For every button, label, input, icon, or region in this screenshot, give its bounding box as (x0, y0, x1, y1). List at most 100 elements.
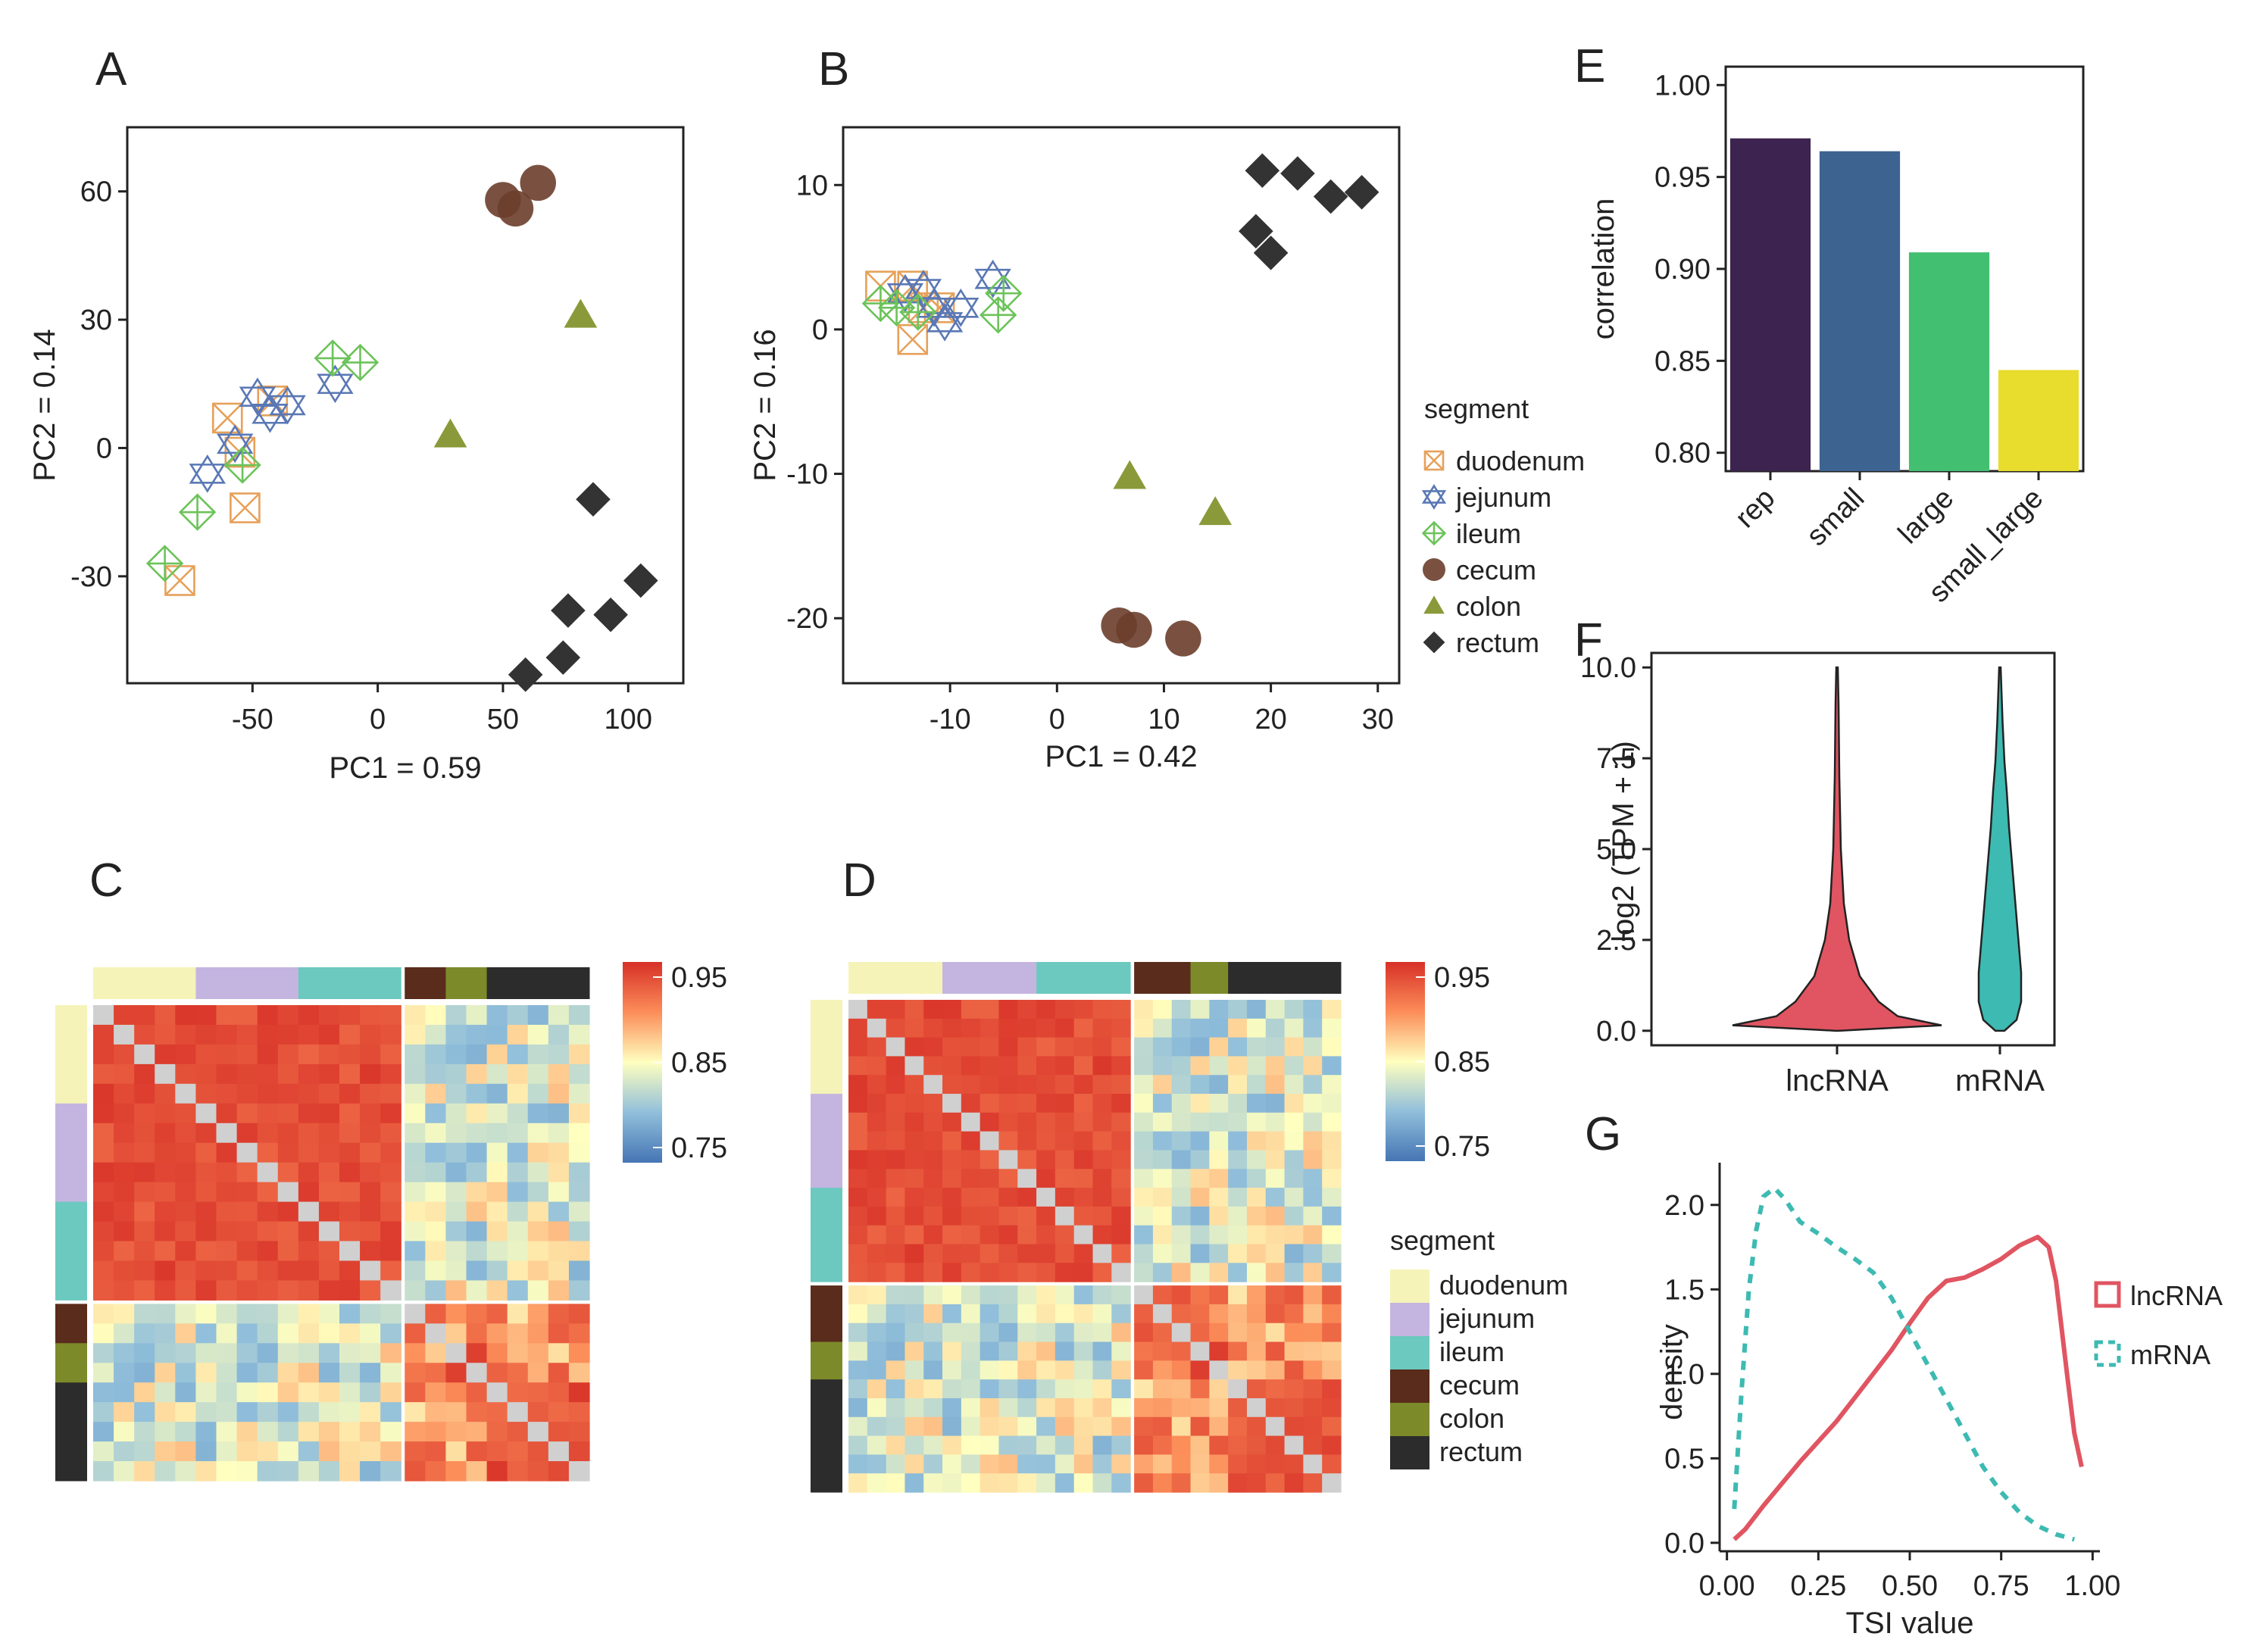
heatmap-cell (1134, 1131, 1154, 1151)
heatmap-cell (155, 1241, 176, 1262)
y-tick-label: 10.0 (1580, 652, 1636, 684)
heatmap-cell (195, 1044, 217, 1065)
heatmap-cell (1228, 1075, 1248, 1095)
legend-swatch-rectum (1390, 1436, 1429, 1469)
heatmap-cell (1111, 1188, 1131, 1207)
heatmap-cell (339, 1461, 361, 1482)
heatmap-cell (1284, 1397, 1304, 1418)
heatmap-cell (942, 1056, 962, 1076)
heatmap-cell (867, 1323, 887, 1343)
heatmap-cell (155, 1142, 176, 1163)
legend-label-mRNA: mRNA (2130, 1339, 2211, 1370)
heatmap-cell (1036, 1323, 1056, 1343)
duodenum-marker (164, 565, 195, 596)
heatmap-cell (1284, 1094, 1304, 1113)
heatmap-cell (1055, 1112, 1075, 1132)
heatmap-cell (486, 1280, 508, 1301)
marker-plus (986, 276, 1021, 311)
heatmap-cell (848, 1416, 868, 1437)
heatmap-cell (507, 1221, 529, 1242)
heatmap-cell (195, 1063, 217, 1085)
heatmap-cell (1190, 1263, 1210, 1282)
heatmap-cell (93, 1024, 114, 1045)
x-tick-label: 0.75 (1973, 1570, 2029, 1602)
heatmap-cell (1284, 1360, 1304, 1380)
heatmap-cell (1055, 1131, 1075, 1151)
heatmap-cell (998, 1150, 1018, 1170)
heatmap-cell (1152, 1323, 1173, 1343)
heatmap-cell (277, 1182, 299, 1203)
heatmap-cell (1152, 1416, 1173, 1437)
heatmap-cell (1073, 1075, 1094, 1095)
heatmap-cell (886, 1285, 906, 1305)
annotation-row-jejunum (811, 1094, 842, 1188)
heatmap-cell (1111, 1112, 1131, 1132)
heatmap-cell (445, 1221, 467, 1242)
heatmap-cell (848, 1244, 868, 1263)
heatmap-cell (298, 1402, 320, 1422)
heatmap-cell (298, 1304, 320, 1324)
heatmap-cell (1190, 1360, 1210, 1380)
annotation-col-duodenum (848, 962, 943, 994)
heatmap-cell (998, 1112, 1018, 1132)
heatmap-cell (527, 1343, 549, 1363)
heatmap-cell (486, 1241, 508, 1262)
heatmap-cell (360, 1382, 381, 1403)
heatmap-cell (1303, 1397, 1323, 1418)
heatmap-cell (923, 1112, 943, 1132)
heatmap-cell (1055, 1304, 1075, 1324)
heatmap-cell (848, 1169, 868, 1188)
heatmap-cell (886, 1131, 906, 1151)
heatmap-cell (134, 1162, 155, 1183)
bar-small (1819, 151, 1901, 471)
heatmap-cell (114, 1182, 135, 1203)
heatmap-cell (1322, 1435, 1342, 1455)
heatmap-cell (905, 1454, 924, 1474)
heatmap-cell (961, 1018, 981, 1038)
heatmap-cell (507, 1280, 529, 1301)
heatmap-cell (466, 1323, 488, 1344)
marker-plus (980, 298, 1016, 333)
heatmap-cell (998, 1379, 1018, 1399)
heatmap-cell (93, 1422, 114, 1442)
heatmap-cell (905, 1225, 924, 1245)
heatmap-cell (905, 1075, 924, 1095)
legend-swatch-duodenum (1390, 1269, 1429, 1303)
annotation-col-cecum (405, 967, 446, 999)
heatmap-cell (1209, 1037, 1229, 1057)
heatmap-cell (980, 1094, 1000, 1113)
heatmap-cell (1092, 1206, 1112, 1226)
heatmap-cell (486, 1221, 508, 1242)
heatmap-cell (277, 1323, 299, 1344)
heatmap-cell (1284, 1379, 1304, 1399)
legend-label-lncRNA: lncRNA (2130, 1280, 2223, 1311)
colorbar-label: 0.75 (1434, 1131, 1490, 1163)
legend-label-jejunum: jejunum (1439, 1303, 1535, 1334)
annotation-col-colon (445, 967, 488, 999)
heatmap-cell (1073, 1244, 1094, 1263)
heatmap-cell (257, 1103, 279, 1124)
heatmap-cell (257, 1422, 279, 1442)
marker-tri-down (1421, 490, 1447, 510)
heatmap-cell (195, 1182, 217, 1203)
heatmap-cell (980, 1037, 1000, 1057)
heatmap-cell (1246, 1263, 1267, 1282)
heatmap-cell (507, 1304, 529, 1324)
heatmap-cell (1055, 1263, 1075, 1282)
heatmap-cell (486, 1441, 508, 1462)
heatmap-cell (905, 1094, 924, 1113)
heatmap-cell (216, 1123, 238, 1144)
heatmap-cell (298, 1363, 320, 1383)
heatmap-cell (175, 1402, 197, 1422)
heatmap-cell (257, 1260, 279, 1282)
heatmap-cell (1073, 1416, 1094, 1437)
heatmap-cell (298, 1063, 320, 1085)
heatmap-cell (1134, 1341, 1154, 1361)
heatmap-cell (1209, 1112, 1229, 1132)
heatmap-cell (1190, 1225, 1210, 1245)
heatmap-cell (568, 1123, 590, 1144)
heatmap-cell (134, 1005, 155, 1026)
heatmap-cell (1092, 1112, 1112, 1132)
heatmap-cell (216, 1461, 238, 1482)
heatmap-cell (867, 1037, 887, 1057)
